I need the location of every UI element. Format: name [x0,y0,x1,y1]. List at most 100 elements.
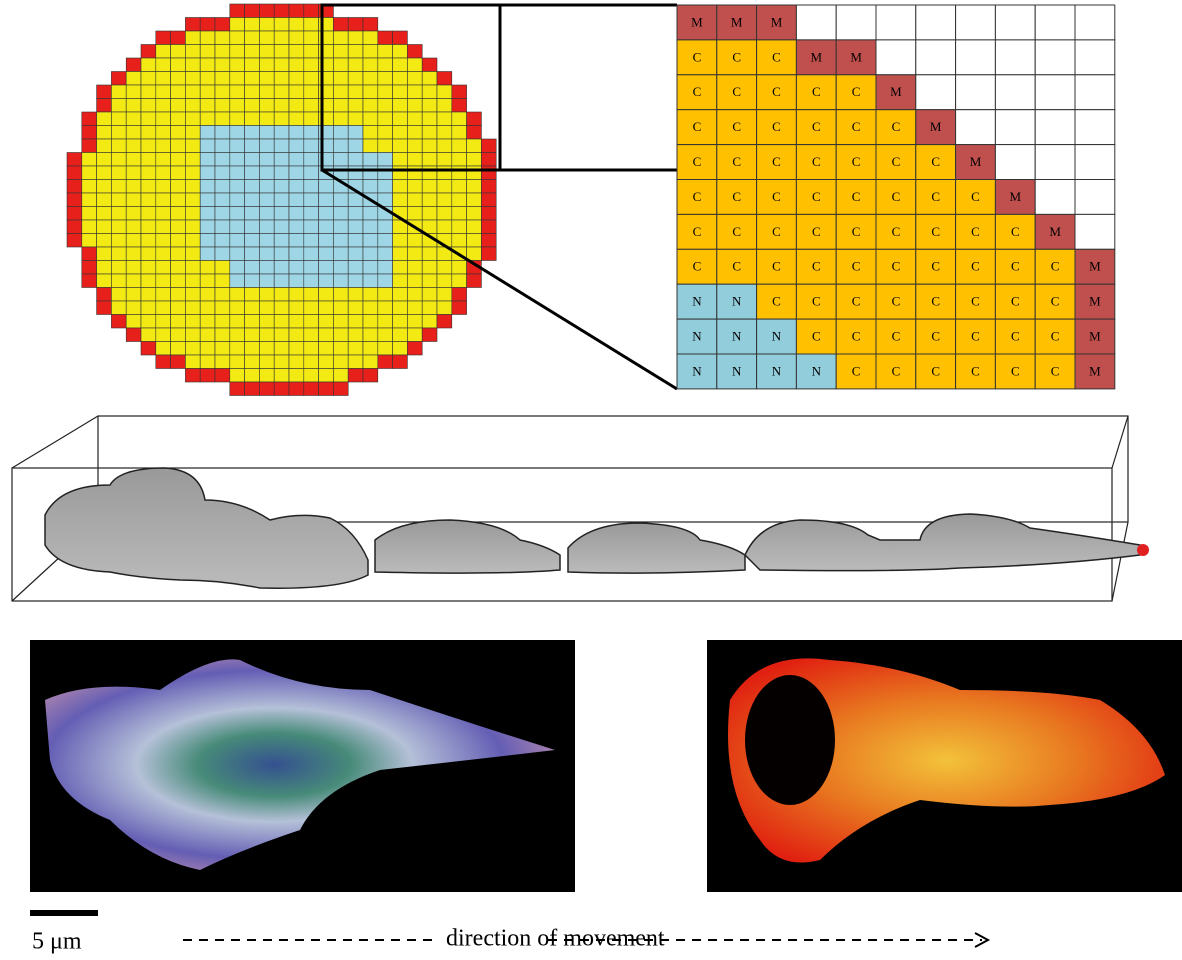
lattice-cell [348,58,363,72]
lattice-cell [304,99,319,113]
lattice-cell [422,85,437,99]
lattice-cell [378,99,393,113]
lattice-cell [333,288,348,302]
lattice-cell [171,85,186,99]
lattice-cell [319,342,334,356]
lattice-cell [171,220,186,234]
lattice-cell [304,315,319,329]
cell-label: N [772,363,782,378]
lattice-cell [289,99,304,113]
lattice-cell [304,58,319,72]
lattice-cell [289,234,304,248]
cell-label: N [732,363,742,378]
cell-label: C [812,259,821,274]
lattice-cell [111,139,126,153]
lattice-cell [200,220,215,234]
lattice-cell [452,261,467,275]
lattice-cell [141,139,156,153]
cell-label: C [1051,329,1060,344]
lattice-cell [378,315,393,329]
cell-3d [45,468,1140,588]
lattice-cell [171,58,186,72]
cell-label: C [1011,363,1020,378]
cell-label: M [1089,259,1101,274]
lattice-cell [185,220,200,234]
cell-label: C [812,119,821,134]
lattice-cell [274,139,289,153]
lattice-cell [481,153,496,167]
grid-cell [1035,40,1075,75]
lattice-cell [156,261,171,275]
lattice-cell [319,369,334,383]
lattice-cell [407,207,422,221]
lattice-cell [304,261,319,275]
lattice-cell [363,112,378,126]
lattice-cell [185,126,200,140]
lattice-cell [422,72,437,86]
cell-label: N [692,329,702,344]
lattice-cell [245,166,260,180]
lattice-cell [452,166,467,180]
cell-label: C [732,49,741,64]
lattice-cell [82,220,97,234]
lattice-cell [363,315,378,329]
lattice-cell [274,31,289,45]
lattice-cell [289,112,304,126]
lattice-cell [200,234,215,248]
lattice-cell [230,153,245,167]
lattice-cell [171,301,186,315]
figure: MMMCCCMMCCCCCMCCCCCCMCCCCCCCMCCCCCCCCMCC… [0,0,1182,960]
lattice-cell [171,274,186,288]
lattice-cell [363,234,378,248]
lattice-cell [215,112,230,126]
lattice-cell [363,139,378,153]
cell-label: C [732,224,741,239]
grid-cell [995,145,1035,180]
lattice-cell [230,126,245,140]
lattice-cell [333,112,348,126]
lattice-cell [200,99,215,113]
lattice-cell [407,112,422,126]
lattice-cell [185,315,200,329]
lattice-cell [67,166,82,180]
cell-label: C [772,154,781,169]
grid-cell [1075,75,1115,110]
lattice-cell [245,261,260,275]
lattice-cell [407,193,422,207]
lattice-cell [245,153,260,167]
lattice-cell [156,234,171,248]
lattice-cell [111,301,126,315]
cell-label: C [693,84,702,99]
lattice-cell [156,342,171,356]
cell-label: C [1011,329,1020,344]
lattice-cell [289,153,304,167]
lattice-cell [245,220,260,234]
lattice-cell [67,193,82,207]
grid-cell [995,110,1035,145]
lattice-cell [215,247,230,261]
lattice-cell [348,153,363,167]
lattice-cell [230,261,245,275]
lattice-cell [126,139,141,153]
lattice-cell [348,328,363,342]
cell-label: C [772,189,781,204]
lattice-cell [245,315,260,329]
cell-label: C [772,259,781,274]
lattice-cell [111,99,126,113]
lattice-cell [156,220,171,234]
lattice-cell [393,153,408,167]
lattice-cell [393,261,408,275]
lattice-cell [304,288,319,302]
lattice-cell [304,193,319,207]
lattice-cell [200,247,215,261]
nucleus [745,675,835,805]
lattice-cell [126,72,141,86]
lattice-cell [407,274,422,288]
lattice-cell [363,369,378,383]
lattice-cell [333,301,348,315]
lattice-cell [141,180,156,194]
lattice-cell [452,126,467,140]
lattice-cell [259,31,274,45]
lattice-cell [97,126,112,140]
lattice-cell [274,72,289,86]
